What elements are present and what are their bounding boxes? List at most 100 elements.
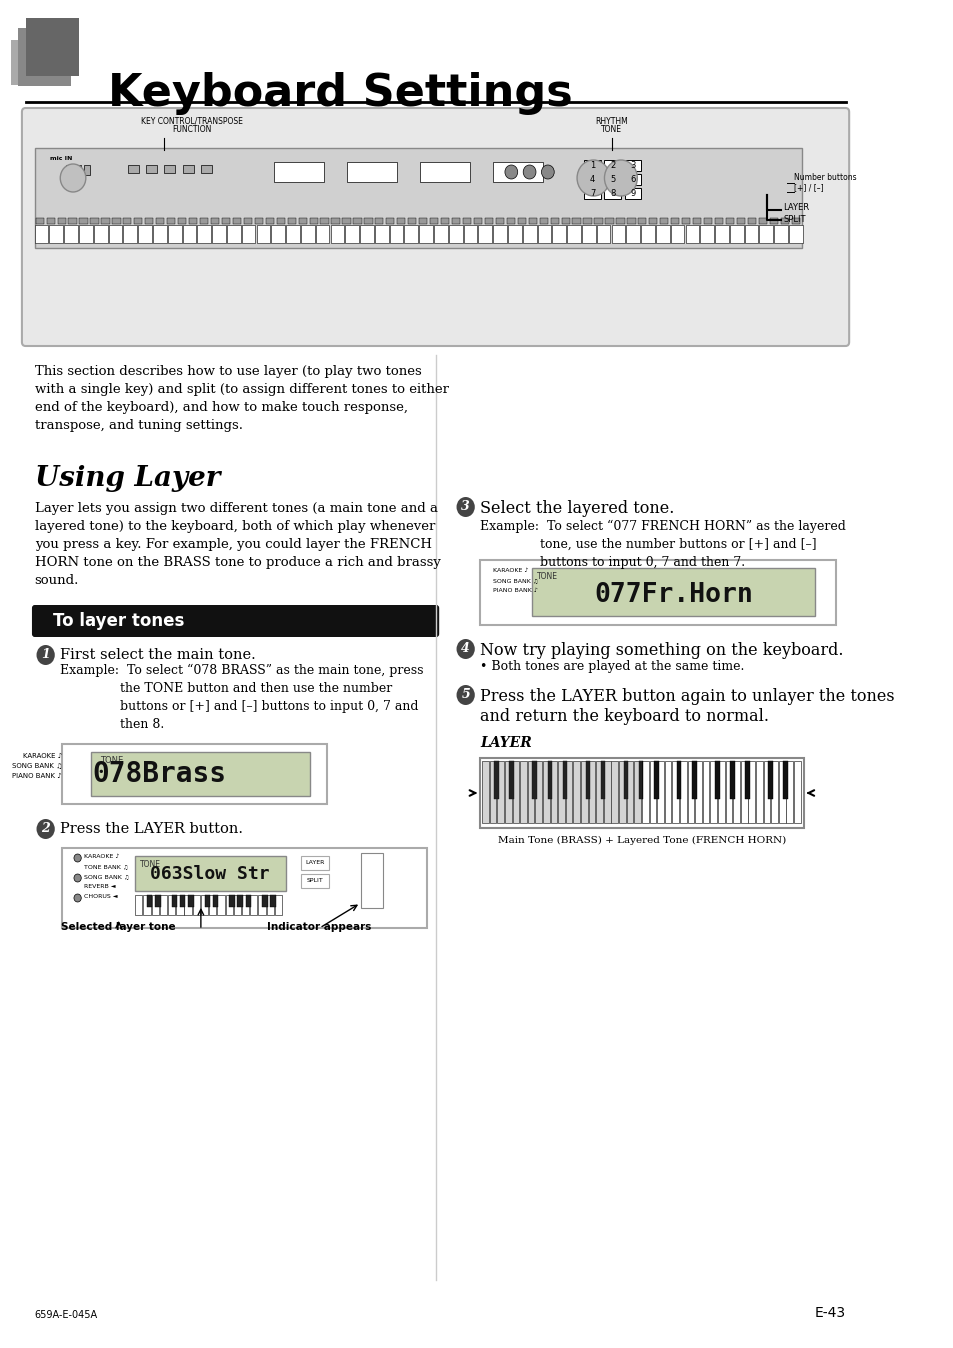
Bar [287, 218, 295, 224]
Bar [478, 225, 492, 243]
Bar [404, 225, 417, 243]
Bar [143, 895, 151, 915]
Bar [35, 218, 44, 224]
Text: 1: 1 [589, 162, 595, 170]
Bar [134, 218, 142, 224]
Bar [638, 218, 646, 224]
Text: 5: 5 [461, 689, 470, 701]
Bar [714, 762, 719, 799]
FancyBboxPatch shape [31, 605, 438, 638]
Bar [718, 762, 724, 824]
Bar [66, 164, 72, 175]
Bar [419, 162, 470, 182]
Bar [774, 225, 787, 243]
Text: mic IN: mic IN [51, 156, 72, 160]
FancyBboxPatch shape [34, 148, 801, 248]
Circle shape [456, 639, 475, 659]
Text: 2: 2 [41, 822, 50, 836]
Bar [681, 218, 690, 224]
Bar [710, 762, 717, 824]
Text: FUNCTION: FUNCTION [172, 125, 212, 133]
Bar [315, 225, 329, 243]
Bar [330, 225, 344, 243]
Bar [528, 218, 537, 224]
Text: 3: 3 [629, 162, 635, 170]
Bar [759, 225, 772, 243]
Bar [744, 762, 749, 799]
Bar [659, 218, 668, 224]
Bar [233, 218, 241, 224]
Text: 077Fr.Horn: 077Fr.Horn [594, 582, 753, 608]
Bar [197, 225, 211, 243]
Text: LAYER: LAYER [479, 736, 532, 749]
Bar [434, 225, 447, 243]
Bar [695, 762, 701, 824]
Circle shape [36, 820, 54, 838]
FancyBboxPatch shape [10, 40, 61, 85]
Text: • Both tones are played at the same time.: • Both tones are played at the same time… [479, 661, 744, 673]
Bar [600, 762, 605, 799]
FancyBboxPatch shape [18, 28, 71, 86]
Bar [627, 218, 635, 224]
Bar [64, 225, 78, 243]
Bar [700, 225, 713, 243]
Text: LAYER: LAYER [305, 860, 324, 865]
Bar [298, 218, 307, 224]
Bar [112, 218, 120, 224]
Bar [389, 225, 403, 243]
Bar [200, 218, 208, 224]
Bar [242, 895, 249, 915]
Bar [123, 218, 132, 224]
Bar [225, 895, 233, 915]
Bar [748, 762, 755, 824]
Text: SPLIT: SPLIT [306, 879, 323, 883]
Bar [489, 762, 496, 824]
Bar [419, 225, 433, 243]
Circle shape [74, 855, 81, 861]
Bar [672, 762, 679, 824]
Circle shape [36, 644, 54, 665]
Bar [657, 762, 663, 824]
Bar [508, 225, 521, 243]
Text: E-43: E-43 [814, 1306, 844, 1320]
Bar [201, 895, 208, 915]
Bar [93, 225, 108, 243]
Bar [449, 225, 462, 243]
Bar [342, 218, 351, 224]
Bar [146, 164, 157, 173]
Bar [519, 762, 526, 824]
Bar [733, 762, 740, 824]
Bar [604, 160, 620, 171]
Bar [418, 218, 427, 224]
Bar [770, 762, 777, 824]
Text: 659A-E-045A: 659A-E-045A [34, 1310, 98, 1320]
Text: PIANO BANK ♪: PIANO BANK ♪ [12, 772, 62, 779]
Text: Selected layer tone: Selected layer tone [61, 922, 175, 931]
Bar [670, 225, 683, 243]
Text: KARAOKE ♪: KARAOKE ♪ [493, 568, 528, 573]
Text: SPLIT: SPLIT [782, 216, 805, 225]
Circle shape [522, 164, 536, 179]
Bar [611, 225, 624, 243]
Bar [353, 218, 361, 224]
Text: First select the main tone.: First select the main tone. [60, 648, 255, 662]
Circle shape [541, 164, 554, 179]
Bar [138, 225, 152, 243]
Text: 2: 2 [609, 162, 615, 170]
Bar [506, 218, 515, 224]
Bar [34, 225, 49, 243]
Bar [509, 762, 514, 799]
Bar [145, 218, 153, 224]
Bar [604, 174, 620, 185]
Bar [561, 218, 569, 224]
Bar [227, 225, 240, 243]
Bar [74, 164, 81, 175]
Bar [744, 225, 758, 243]
Bar [537, 225, 551, 243]
Circle shape [74, 874, 81, 882]
Bar [584, 174, 600, 185]
Bar [494, 762, 498, 799]
Circle shape [74, 894, 81, 902]
Text: 8: 8 [609, 190, 615, 198]
Bar [558, 762, 564, 824]
